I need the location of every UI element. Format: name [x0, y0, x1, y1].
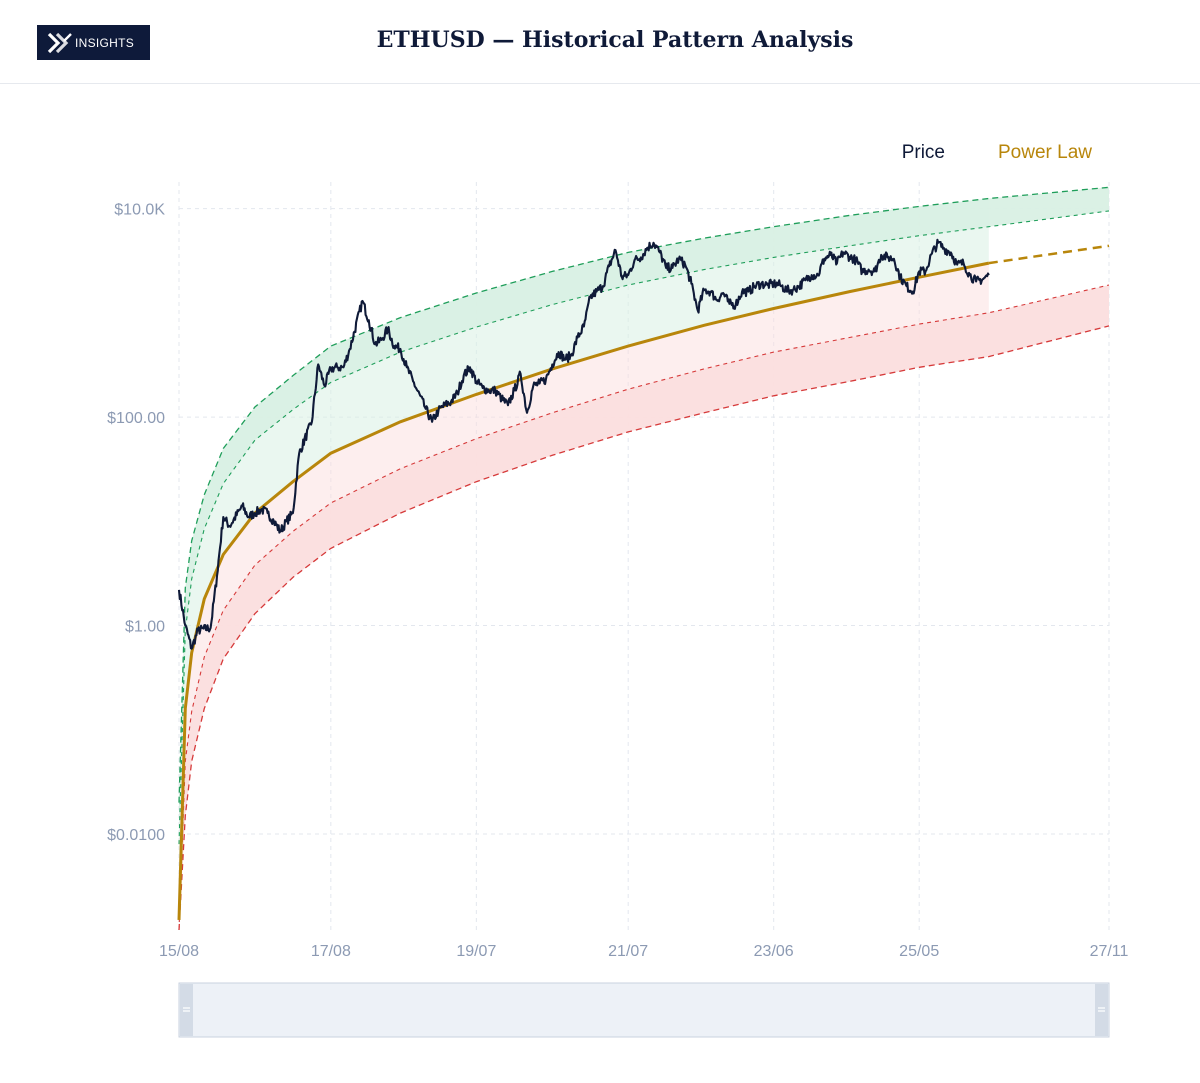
logo-text: INSIGHTS: [75, 35, 135, 50]
lower-band-inner-line: [178, 284, 1110, 931]
lower-band-outer-line: [178, 325, 1110, 931]
tick-layer: 15/08 17/08 19/07 21/07 23/06 25/05 27/11 $0.01…: [107, 202, 1128, 960]
legend-item-power-law[interactable]: Power Law: [998, 142, 1092, 163]
ethusd-chart[interactable]: 15/08 17/08 19/07 21/07 23/06 25/05 27/11 $0.01…: [0, 84, 1200, 1083]
x-tick-label-6: 27/11: [1090, 943, 1129, 960]
app-header: INSIGHTS ETHUSD — Historical Pattern Ana…: [0, 0, 1200, 84]
y-tick-label-3: $10.0K: [114, 202, 165, 219]
x-logo-icon: [47, 32, 72, 53]
navigator-left-handle[interactable]: [180, 984, 193, 1036]
x-tick-label-4: 23/06: [754, 943, 794, 960]
line-layer: [177, 186, 1110, 931]
x-tick-label-2: 19/07: [456, 943, 496, 960]
legend-item-price[interactable]: Price: [902, 142, 945, 163]
price-line: [177, 238, 990, 650]
y-tick-label-2: $100.00: [107, 410, 165, 427]
upper-band-inner-line: [178, 210, 1110, 845]
y-tick-label-1: $1.00: [125, 619, 165, 636]
navigator-track[interactable]: [178, 982, 1110, 1038]
lower-band-fill: [179, 285, 1109, 930]
x-tick-label-0: 15/08: [159, 943, 199, 960]
range-navigator[interactable]: [178, 982, 1110, 1038]
power-law-projection-line: [988, 244, 1110, 265]
upper-zone-light: [179, 198, 989, 920]
x-tick-label-1: 17/08: [311, 943, 351, 960]
right-grip-icon: [1098, 1007, 1105, 1012]
band-layer: [179, 187, 1109, 931]
navigator-right-handle[interactable]: [1095, 984, 1108, 1036]
power-law-line: [177, 261, 990, 920]
upper-band-outer-line: [178, 186, 1110, 803]
x-tick-label-3: 21/07: [608, 943, 648, 960]
x-tick-label-5: 25/05: [899, 943, 939, 960]
page-title: ETHUSD — Historical Pattern Analysis: [376, 27, 854, 53]
legend: Price Power Law: [902, 142, 1093, 163]
y-tick-label-0: $0.0100: [107, 827, 165, 844]
insights-logo[interactable]: INSIGHTS: [37, 25, 150, 60]
left-grip-icon: [183, 1007, 190, 1012]
